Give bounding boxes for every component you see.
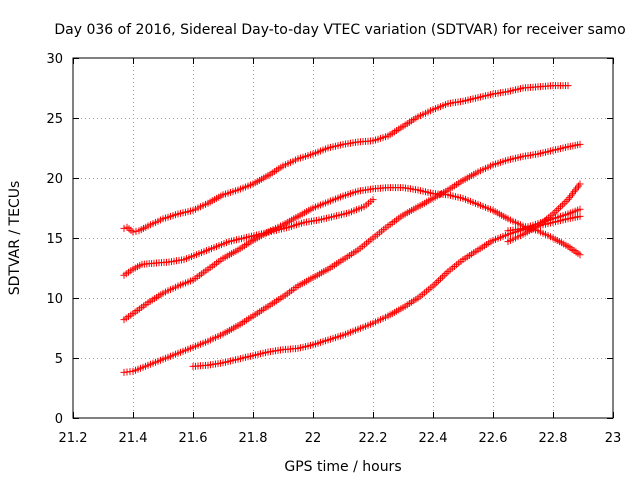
chart-title: Day 036 of 2016, Sidereal Day-to-day VTE…	[54, 22, 625, 38]
y-axis-label: SDTVAR / TECUs	[7, 181, 23, 296]
x-axis-label: GPS time / hours	[284, 459, 401, 475]
data-point	[369, 196, 377, 204]
y-tick-label: 0	[55, 412, 63, 427]
data-point	[576, 140, 584, 148]
data-point	[564, 82, 572, 90]
data-point	[576, 180, 584, 188]
data-point	[129, 228, 137, 236]
x-tick-label: 22.8	[539, 431, 568, 446]
series-track-5	[189, 212, 584, 370]
y-tick-label: 5	[55, 352, 63, 367]
series-track-4	[120, 140, 584, 376]
x-tick-label: 22.2	[359, 431, 388, 446]
data-point	[576, 205, 584, 213]
x-tick-label: 22.6	[479, 431, 508, 446]
x-tick-label: 21.6	[179, 431, 208, 446]
data-point	[132, 227, 140, 235]
series-track-7	[504, 205, 584, 235]
x-tick-label: 22.4	[419, 431, 448, 446]
y-tick-label: 10	[46, 292, 63, 307]
y-tick-label: 25	[46, 112, 63, 127]
y-tick-label: 15	[46, 232, 63, 247]
x-tick-label: 21.4	[119, 431, 148, 446]
y-tick-label: 20	[46, 172, 63, 187]
x-tick-label: 22	[305, 431, 322, 446]
series-track-1	[120, 82, 572, 236]
x-tick-label: 21.8	[239, 431, 268, 446]
x-tick-label: 21.2	[59, 431, 88, 446]
data-point	[576, 212, 584, 220]
x-tick-label: 23	[605, 431, 622, 446]
y-tick-label: 30	[46, 52, 63, 67]
plot-frame	[72, 57, 614, 419]
data-point	[576, 251, 584, 259]
series-layer	[120, 82, 584, 376]
axis-ticks: 21.2 21.4 21.6 21.8 22 22.2 22.4 22.6 22.8 23 0 5 10…	[46, 52, 621, 446]
